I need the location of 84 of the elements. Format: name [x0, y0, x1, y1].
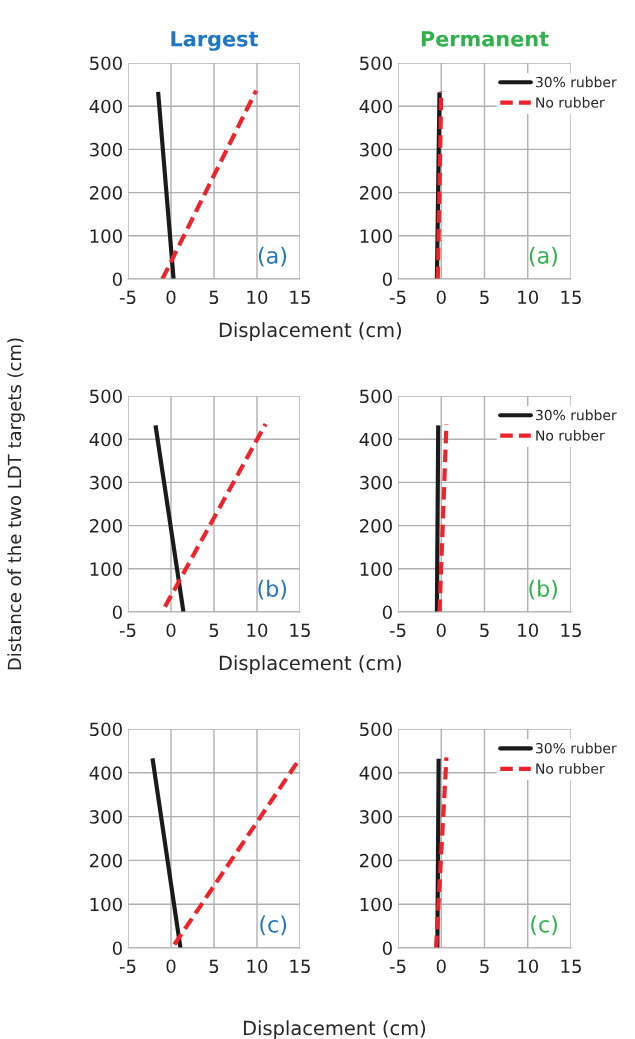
x-tick-label: -5	[389, 623, 406, 638]
legend-label: 30% rubber	[536, 742, 617, 754]
chart-title: Permanent	[421, 31, 549, 47]
y-tick-label: 200	[90, 519, 122, 533]
x-tick-label: 15	[290, 290, 310, 305]
y-tick-label: 400	[89, 432, 122, 447]
y-tick-label: 100	[90, 229, 122, 243]
x-tick-label: 5	[209, 623, 219, 638]
legend-label: No rubber	[536, 763, 605, 774]
y-tick-label: 100	[90, 897, 122, 912]
annotation: (b)	[529, 579, 557, 600]
x-tick-label: 10	[247, 623, 268, 638]
x-tick-label: 5	[480, 623, 489, 638]
x-tick-label: 15	[290, 959, 310, 974]
y-tick-label: 500	[90, 389, 122, 404]
annotation: (a)	[529, 246, 557, 267]
y-tick-label: 400	[89, 99, 122, 114]
y-tick-label: 100	[360, 562, 392, 576]
x-tick-label: 15	[561, 959, 581, 974]
y-tick-label: 400	[359, 99, 392, 114]
legend-label: No rubber	[536, 96, 605, 108]
y-tick-label: 400	[89, 766, 122, 780]
x-tick-label: 10	[247, 290, 268, 305]
y-tick-label: 300	[90, 810, 122, 824]
x-tick-label: 0	[166, 623, 176, 638]
y-tick-label: 0	[112, 272, 122, 287]
y-tick-label: 500	[360, 722, 392, 737]
y-tick-label: 100	[360, 897, 392, 912]
y-tick-label: 500	[360, 56, 392, 71]
annotation: (c)	[531, 915, 557, 936]
annotation: (b)	[258, 579, 287, 600]
y-tick-label: 0	[382, 605, 392, 620]
legend-label: No rubber	[536, 429, 605, 441]
x-tick-label: 0	[436, 290, 446, 305]
x-tick-label: -5	[119, 290, 136, 305]
x-tick-label: 10	[518, 290, 539, 305]
y-tick-label: 100	[360, 229, 392, 243]
x-tick-label: -5	[119, 623, 136, 638]
y-tick-label: 200	[90, 853, 122, 868]
x-tick-label: 15	[290, 623, 310, 638]
x-axis-title: Displacement (cm)	[219, 655, 401, 675]
y-tick-label: 300	[360, 810, 392, 824]
x-axis-title: Displacement (cm)	[219, 322, 401, 342]
x-tick-label: 0	[166, 290, 176, 305]
y-tick-label: 300	[360, 142, 392, 157]
x-tick-label: 10	[247, 959, 268, 974]
x-tick-label: 0	[166, 959, 176, 974]
x-tick-label: 10	[518, 623, 539, 638]
y-tick-label: 500	[90, 722, 122, 737]
y-tick-label: 300	[90, 142, 122, 157]
y-tick-label: 0	[382, 272, 392, 287]
chart-title: Largest	[171, 31, 259, 51]
x-tick-label: 10	[518, 959, 539, 974]
y-tick-label: 100	[90, 562, 122, 576]
x-tick-label: 0	[436, 959, 446, 974]
x-tick-label: -5	[119, 959, 136, 974]
x-tick-label: -5	[389, 290, 406, 305]
annotation: (c)	[260, 915, 287, 936]
y-tick-label: 500	[360, 389, 392, 404]
x-tick-label: 5	[480, 290, 489, 305]
y-tick-label: 200	[90, 186, 122, 200]
y-tick-label: 0	[382, 941, 392, 956]
y-tick-label: 200	[360, 519, 392, 533]
x-tick-label: 5	[480, 959, 489, 974]
x-tick-label: 15	[561, 623, 581, 638]
x-axis-title: Displacement (cm)	[243, 1020, 426, 1039]
x-tick-label: -5	[389, 959, 406, 974]
x-tick-label: 5	[209, 959, 219, 974]
x-tick-label: 0	[436, 623, 446, 638]
y-tick-label: 200	[360, 853, 392, 868]
y-tick-label: 400	[359, 432, 392, 447]
y-tick-label: 300	[360, 475, 392, 490]
y-tick-label: 400	[359, 766, 392, 780]
legend-label: 30% rubber	[536, 409, 617, 421]
y-tick-label: 200	[360, 186, 392, 200]
x-tick-label: 15	[561, 290, 581, 305]
annotation: (a)	[258, 246, 287, 267]
x-tick-label: 5	[209, 290, 219, 305]
y-tick-label: 0	[112, 605, 122, 620]
y-tick-label: 300	[90, 475, 122, 490]
legend-label: 30% rubber	[536, 76, 617, 88]
y-axis-title: Distance of the two LDT targets (cm)	[7, 338, 25, 670]
y-tick-label: 0	[112, 941, 122, 956]
y-tick-label: 500	[90, 56, 122, 71]
